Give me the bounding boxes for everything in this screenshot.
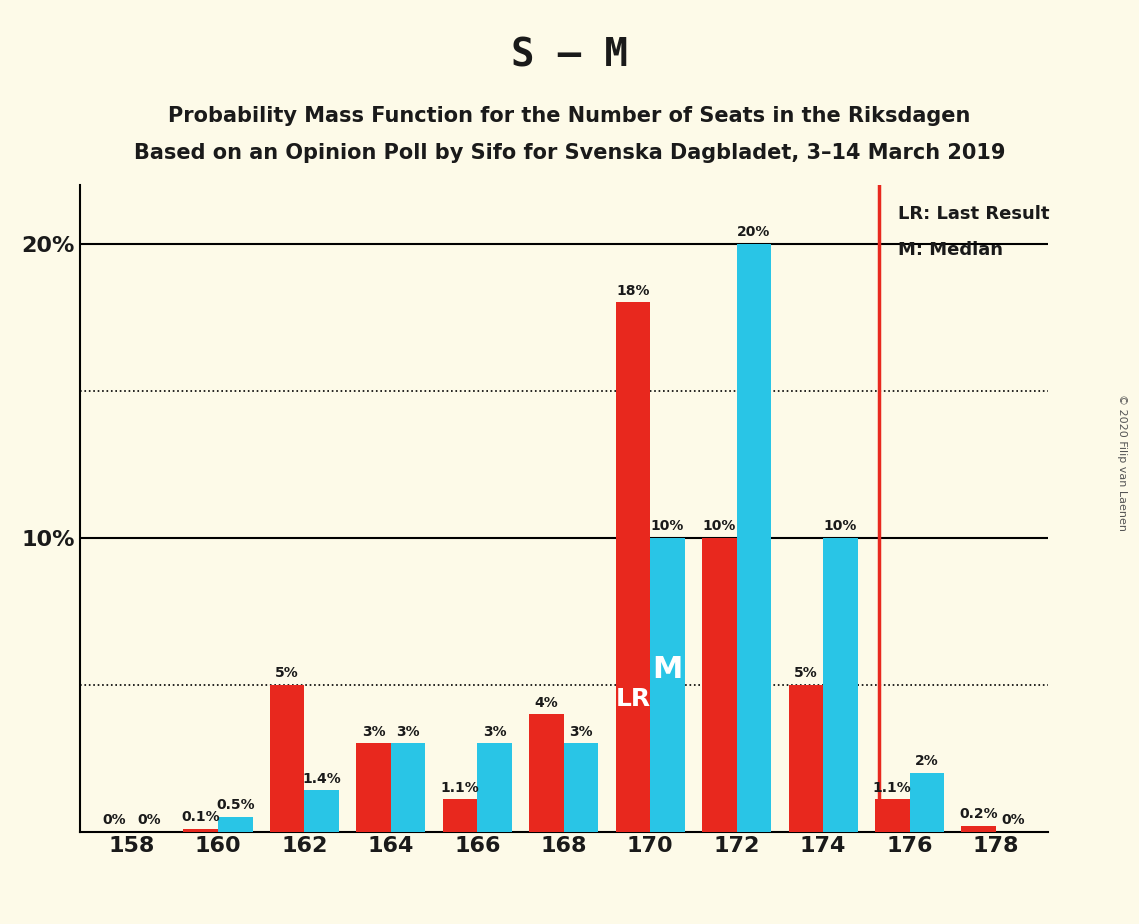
Text: 4%: 4% bbox=[534, 696, 558, 710]
Text: 0%: 0% bbox=[1001, 813, 1025, 827]
Text: 0.1%: 0.1% bbox=[181, 810, 220, 824]
Text: 0%: 0% bbox=[137, 813, 161, 827]
Bar bbox=[270, 685, 304, 832]
Bar bbox=[788, 685, 823, 832]
Text: 5%: 5% bbox=[794, 666, 818, 680]
Bar bbox=[183, 829, 218, 832]
Text: 0%: 0% bbox=[103, 813, 126, 827]
Text: 10%: 10% bbox=[703, 519, 736, 533]
Bar bbox=[910, 772, 944, 832]
Text: 0.5%: 0.5% bbox=[216, 798, 255, 812]
Bar bbox=[650, 538, 685, 832]
Bar bbox=[477, 744, 511, 832]
Text: LR: LR bbox=[615, 687, 650, 711]
Text: LR: Last Result: LR: Last Result bbox=[899, 205, 1050, 224]
Bar bbox=[616, 302, 650, 832]
Bar bbox=[391, 744, 426, 832]
Text: 3%: 3% bbox=[570, 725, 593, 739]
Text: © 2020 Filip van Laenen: © 2020 Filip van Laenen bbox=[1117, 394, 1126, 530]
Text: 18%: 18% bbox=[616, 284, 649, 298]
Bar bbox=[961, 826, 995, 832]
Text: 3%: 3% bbox=[362, 725, 385, 739]
Bar bbox=[702, 538, 737, 832]
Text: 10%: 10% bbox=[823, 519, 858, 533]
Text: 1.1%: 1.1% bbox=[441, 781, 480, 795]
Text: 3%: 3% bbox=[396, 725, 420, 739]
Text: 1.1%: 1.1% bbox=[872, 781, 911, 795]
Bar bbox=[218, 817, 253, 832]
Bar bbox=[443, 799, 477, 832]
Text: 0.2%: 0.2% bbox=[959, 808, 998, 821]
Bar bbox=[875, 799, 910, 832]
Bar bbox=[530, 714, 564, 832]
Bar bbox=[823, 538, 858, 832]
Text: M: M bbox=[653, 655, 682, 685]
Bar bbox=[357, 744, 391, 832]
Text: 10%: 10% bbox=[650, 519, 685, 533]
Text: 1.4%: 1.4% bbox=[302, 772, 342, 786]
Text: Probability Mass Function for the Number of Seats in the Riksdagen: Probability Mass Function for the Number… bbox=[169, 106, 970, 127]
Text: 20%: 20% bbox=[737, 225, 771, 239]
Text: 5%: 5% bbox=[276, 666, 300, 680]
Text: S – M: S – M bbox=[511, 37, 628, 75]
Text: Based on an Opinion Poll by Sifo for Svenska Dagbladet, 3–14 March 2019: Based on an Opinion Poll by Sifo for Sve… bbox=[133, 143, 1006, 164]
Bar bbox=[737, 244, 771, 832]
Text: M: Median: M: Median bbox=[899, 240, 1003, 259]
Text: 2%: 2% bbox=[915, 754, 939, 769]
Text: 3%: 3% bbox=[483, 725, 507, 739]
Bar bbox=[564, 744, 598, 832]
Bar bbox=[304, 790, 339, 832]
